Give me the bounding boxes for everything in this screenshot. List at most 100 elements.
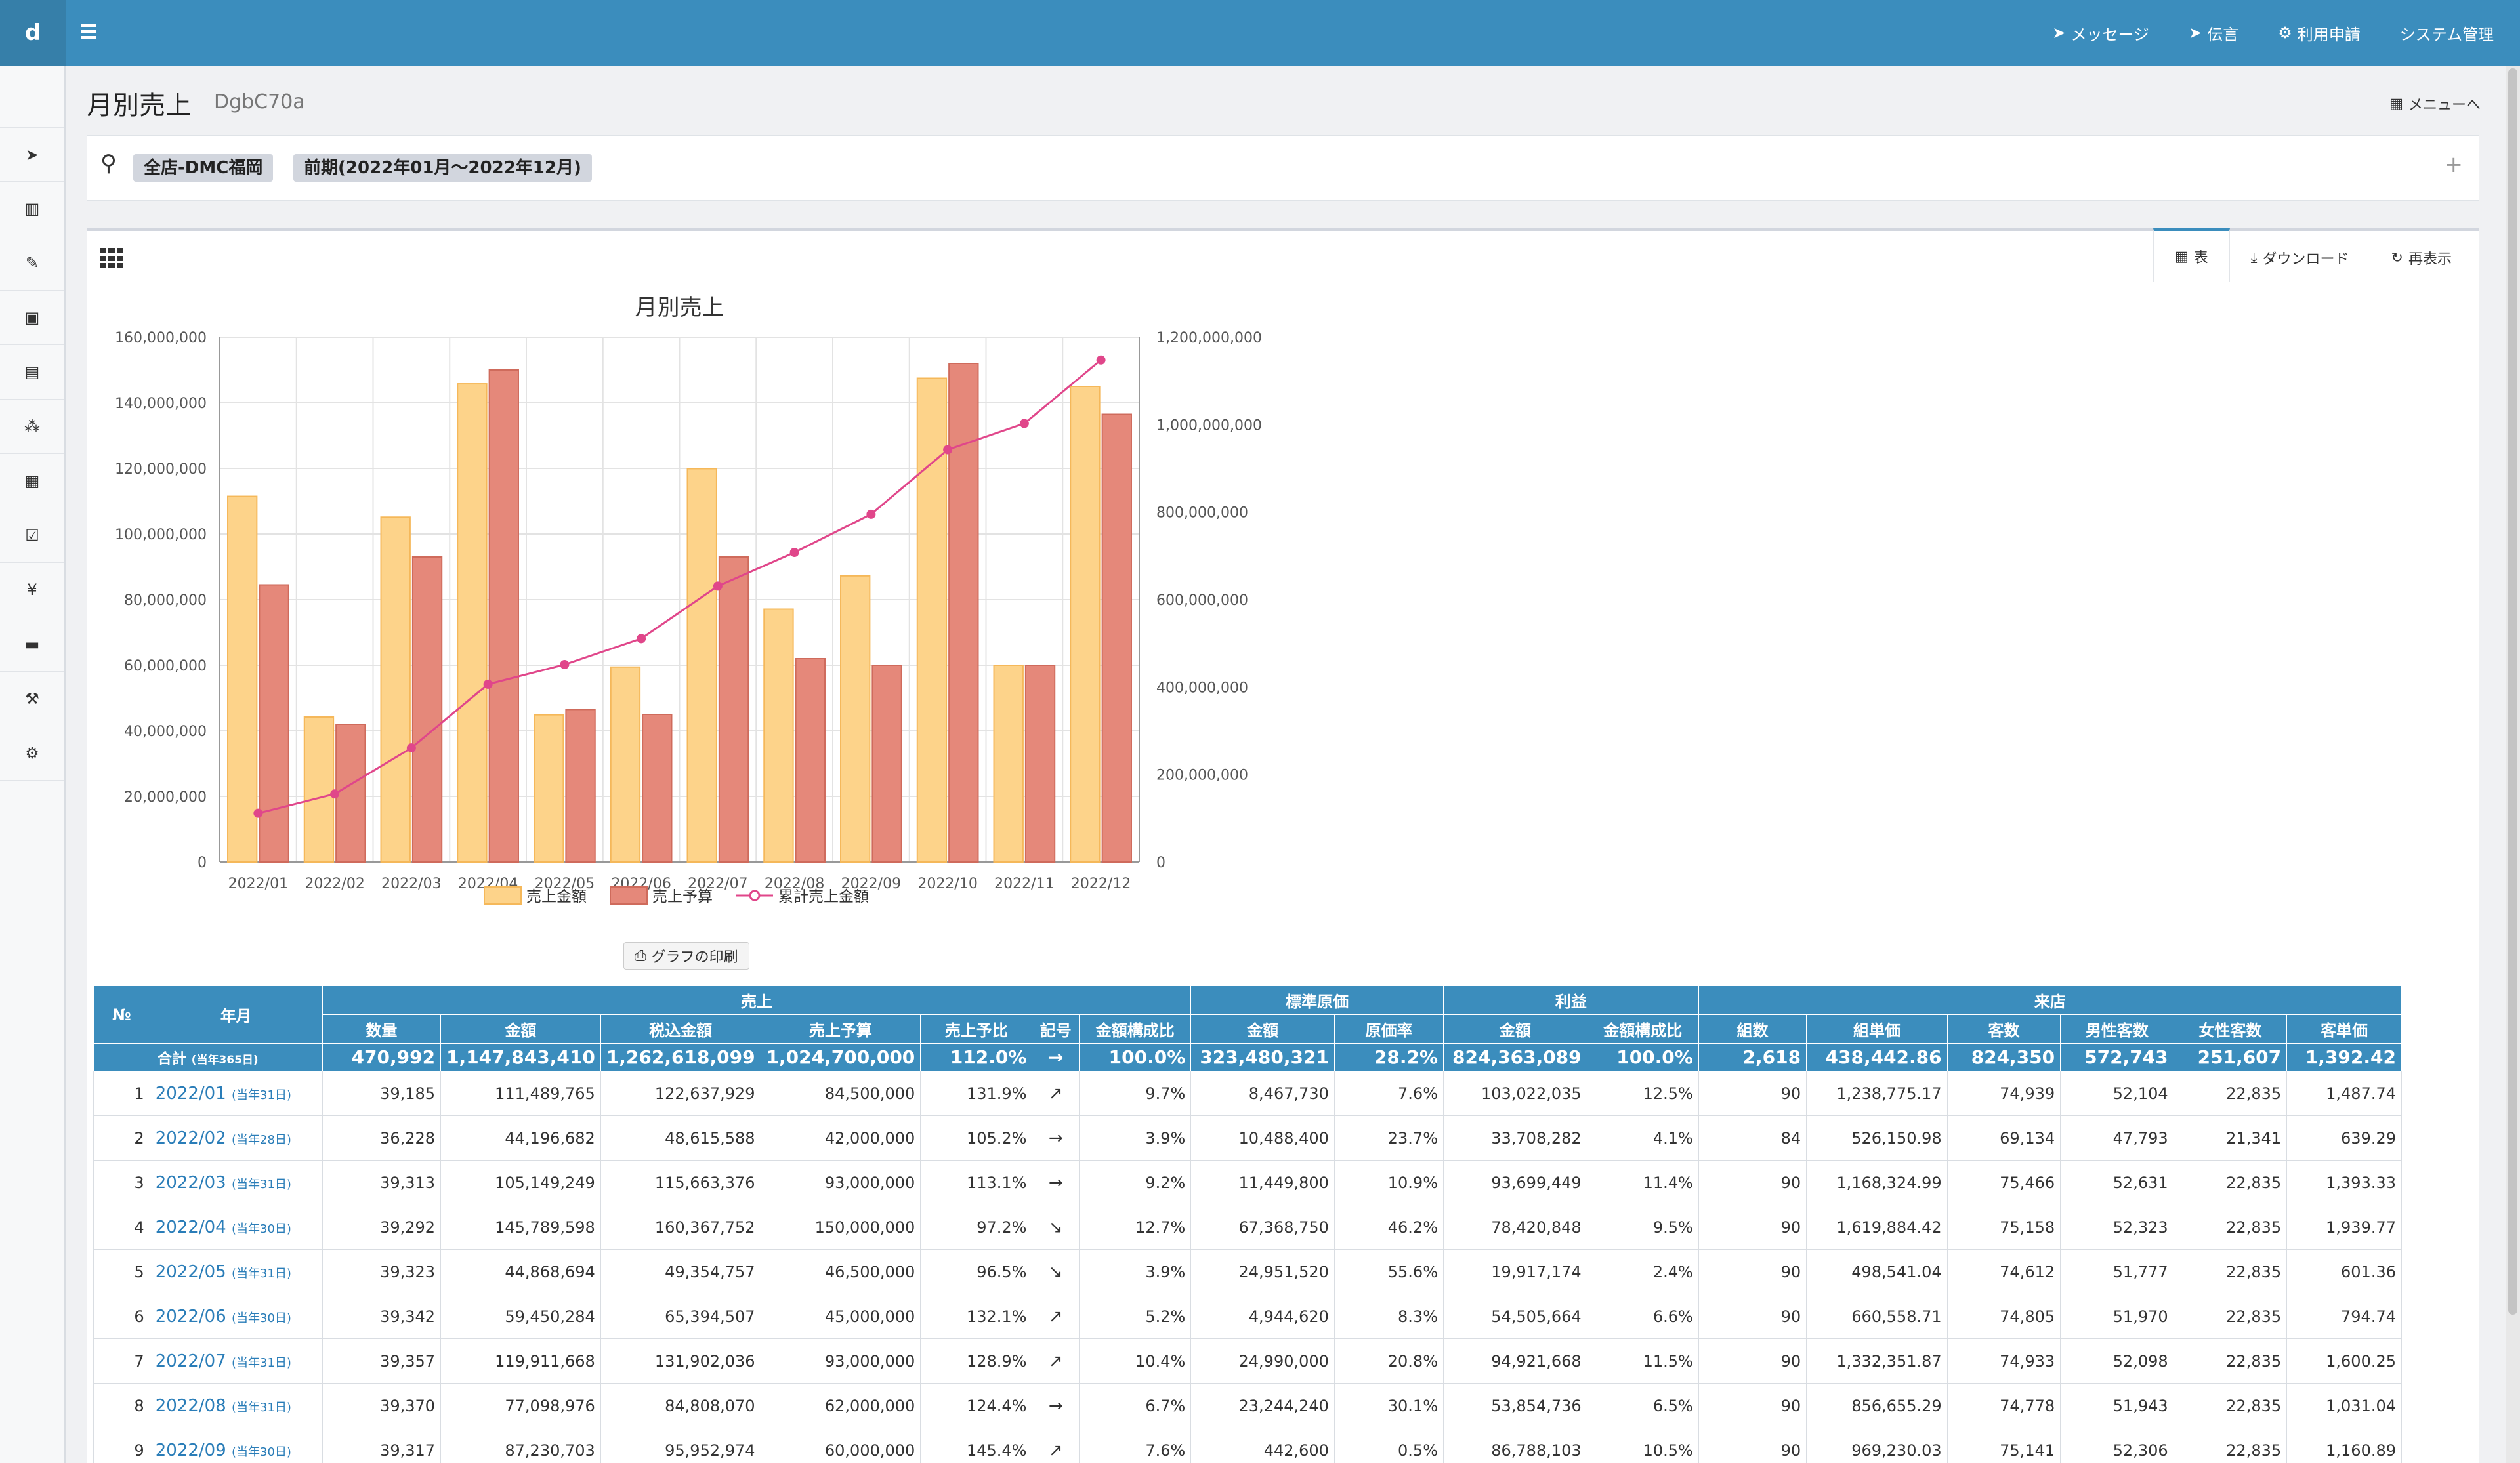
sidebar-item-shop[interactable]: ▣ <box>0 291 64 345</box>
table-cell: 6.5% <box>1586 1383 1699 1428</box>
hamburger-menu-icon[interactable] <box>81 18 108 45</box>
row-number: 2 <box>93 1115 150 1161</box>
nav-messages[interactable]: ➤ メッセージ <box>2052 22 2149 45</box>
total-label-text: 合計 <box>158 1050 192 1067</box>
sidebar-item-calendar-check[interactable]: ☑ <box>0 508 64 563</box>
sidebar-item-calendar[interactable]: ▦ <box>0 454 64 508</box>
page-subtitle: DgbC70a <box>214 91 305 113</box>
sidebar-item-yen[interactable]: ¥ <box>0 563 64 617</box>
sidebar-item-document[interactable]: ▤ <box>0 345 64 400</box>
sub-header: 記号 <box>1032 1014 1080 1044</box>
row-year-month-link[interactable]: 2022/03 (当年31日) <box>149 1160 323 1205</box>
y2-tick-label: 200,000,000 <box>1156 768 1248 784</box>
y2-tick-label: 1,000,000,000 <box>1156 417 1262 434</box>
table-cell: 22,835 <box>2173 1249 2288 1294</box>
table-cell: 46.2% <box>1334 1205 1444 1250</box>
nav-application-label: 利用申請 <box>2297 25 2361 44</box>
legend-label-cumulative: 累計売上金額 <box>778 888 869 905</box>
filter-chip-store[interactable]: 全店-DMC福岡 <box>133 154 274 182</box>
year-month-text[interactable]: 2022/02 <box>155 1128 232 1148</box>
row-year-month-link[interactable]: 2022/06 (当年30日) <box>149 1294 323 1339</box>
group-header: 標準原価 <box>1190 985 1444 1015</box>
row-year-month-link[interactable]: 2022/05 (当年31日) <box>149 1249 323 1294</box>
table-cell: 3.9% <box>1079 1249 1192 1294</box>
nav-application[interactable]: ⚙ 利用申請 <box>2278 22 2361 45</box>
send-icon: ➤ <box>25 145 39 164</box>
table-cell: 7.6% <box>1334 1071 1444 1116</box>
total-cell: 470,992 <box>322 1043 442 1071</box>
tab-table[interactable]: ▦ 表 <box>2152 228 2230 282</box>
table-cell: 22,835 <box>2173 1294 2288 1339</box>
sidebar-item-send[interactable]: ➤ <box>0 127 64 182</box>
year-month-text[interactable]: 2022/09 <box>155 1440 232 1460</box>
sidebar-item-briefcase[interactable]: ▬ <box>0 617 64 672</box>
row-year-month-link[interactable]: 2022/01 (当年31日) <box>149 1071 323 1116</box>
sidebar-item-wrench[interactable]: ⚒ <box>0 672 64 726</box>
expand-plus-icon[interactable]: + <box>2444 152 2464 178</box>
print-chart-button[interactable]: ⎙ グラフの印刷 <box>623 942 749 970</box>
year-month-text[interactable]: 2022/08 <box>155 1395 232 1416</box>
nav-memo[interactable]: ➤ 伝言 <box>2189 22 2238 45</box>
table-cell: 44,196,682 <box>440 1115 601 1161</box>
table-cell: 97.2% <box>920 1205 1033 1250</box>
row-year-month-link[interactable]: 2022/09 (当年30日) <box>149 1428 323 1463</box>
table-cell: 39,292 <box>322 1205 442 1250</box>
table-cell: 60,000,000 <box>760 1428 921 1463</box>
row-year-month-link[interactable]: 2022/08 (当年31日) <box>149 1383 323 1428</box>
sidebar-item-gears[interactable]: ⚙ <box>0 726 64 781</box>
tab-refresh[interactable]: ↻ 再表示 <box>2370 231 2473 285</box>
row-year-month-link[interactable]: 2022/04 (当年30日) <box>149 1205 323 1250</box>
year-month-text[interactable]: 2022/05 <box>155 1262 232 1282</box>
table-icon: ▦ <box>2174 248 2189 265</box>
year-month-text[interactable]: 2022/04 <box>155 1217 232 1237</box>
nav-system-admin[interactable]: システム管理 <box>2400 22 2494 45</box>
gears-icon: ⚙ <box>25 744 39 762</box>
table-cell: 84,808,070 <box>600 1383 761 1428</box>
sidebar-item-edit[interactable]: ✎ <box>0 236 64 291</box>
table-cell: 94,921,668 <box>1443 1338 1587 1384</box>
table-cell: 856,655.29 <box>1806 1383 1948 1428</box>
table-cell: 1,619,884.42 <box>1806 1205 1948 1250</box>
tab-download[interactable]: ⤓ ダウンロード <box>2230 231 2370 285</box>
sidebar-item-chart[interactable]: ▥ <box>0 182 64 236</box>
total-cell: 2,618 <box>1698 1043 1807 1071</box>
year-month-text[interactable]: 2022/03 <box>155 1172 232 1193</box>
filter-chip-period[interactable]: 前期(2022年01月〜2022年12月) <box>293 154 592 182</box>
bar-sales <box>916 377 948 863</box>
year-month-text[interactable]: 2022/06 <box>155 1306 232 1327</box>
wrench-icon: ⚒ <box>25 690 39 708</box>
monthly-sales-table: № 年月 売上 標準原価 利益 来店 数量 金額 税込金額 売上予算 売上予比 記号 金額構成比 金額 原価… <box>93 985 2403 1463</box>
table-cell: 74,939 <box>1946 1071 2061 1116</box>
table-cell: 145,789,598 <box>440 1205 601 1250</box>
total-cell: 572,743 <box>2060 1043 2174 1071</box>
x-tick-label: 2022/01 <box>228 876 288 892</box>
table-row: 9 2022/09 (当年30日) 39,317 87,230,703 95,952,9… <box>93 1428 2402 1463</box>
table-cell: 24,990,000 <box>1190 1338 1335 1384</box>
bar-sales <box>534 714 564 863</box>
menu-link[interactable]: ▦ メニューへ <box>2389 93 2481 114</box>
x-tick-label: 2022/08 <box>765 876 824 892</box>
table-cell: 11.5% <box>1586 1338 1699 1384</box>
table-cell: 52,098 <box>2060 1338 2174 1384</box>
search-icon[interactable]: ⚲ <box>100 150 117 176</box>
brand-logo[interactable]: d <box>0 0 66 66</box>
total-cell: 824,350 <box>1946 1043 2061 1071</box>
year-month-text[interactable]: 2022/07 <box>155 1351 232 1371</box>
y2-tick-label: 800,000,000 <box>1156 505 1248 522</box>
x-tick-label: 2022/11 <box>994 876 1054 892</box>
row-year-month-link[interactable]: 2022/07 (当年31日) <box>149 1338 323 1384</box>
table-cell: 128.9% <box>920 1338 1033 1384</box>
y-tick-label: 60,000,000 <box>124 658 207 674</box>
vertical-scrollbar[interactable] <box>2506 66 2520 1463</box>
row-year-month-link[interactable]: 2022/02 (当年28日) <box>149 1115 323 1161</box>
trend-mark-flat: → <box>1032 1115 1080 1161</box>
y-tick-label: 20,000,000 <box>124 789 207 806</box>
row-number: 6 <box>93 1294 150 1339</box>
table-cell: 601.36 <box>2286 1249 2402 1294</box>
sidebar-item-cubes[interactable]: ⁂ <box>0 400 64 454</box>
table-cell: 22,835 <box>2173 1160 2288 1205</box>
year-month-text[interactable]: 2022/01 <box>155 1083 232 1103</box>
trend-mark-down: ↘ <box>1032 1205 1080 1250</box>
grid-icon[interactable] <box>100 248 126 269</box>
scrollbar-thumb[interactable] <box>2508 68 2517 1315</box>
